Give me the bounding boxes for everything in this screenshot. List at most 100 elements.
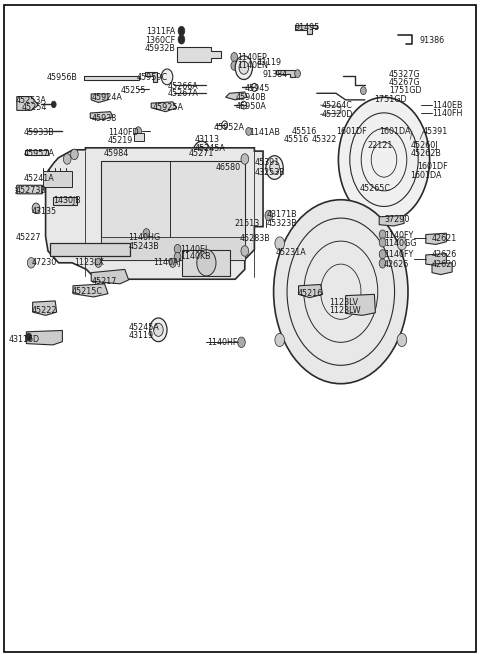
Text: 45255: 45255 — [121, 86, 146, 95]
Text: 45219: 45219 — [108, 136, 133, 145]
Circle shape — [213, 148, 234, 177]
Text: 1601DA: 1601DA — [379, 127, 411, 136]
Polygon shape — [53, 197, 77, 205]
Text: 45254: 45254 — [22, 103, 47, 112]
Circle shape — [235, 56, 252, 79]
Circle shape — [143, 229, 150, 238]
Text: 45940B: 45940B — [235, 93, 266, 102]
Text: 43116D: 43116D — [9, 334, 40, 344]
Text: 1123LW: 1123LW — [329, 306, 360, 315]
Text: 45945: 45945 — [245, 83, 270, 93]
Text: 43135: 43135 — [31, 207, 56, 216]
Polygon shape — [101, 237, 245, 260]
Circle shape — [275, 237, 285, 250]
Circle shape — [26, 333, 32, 341]
Text: 45320D: 45320D — [322, 110, 353, 120]
Bar — [101, 161, 245, 260]
Bar — [134, 133, 144, 141]
Text: 1140FY: 1140FY — [384, 231, 413, 240]
Text: 45262B: 45262B — [410, 149, 441, 158]
Text: 42626: 42626 — [432, 250, 457, 260]
Text: 1141AB: 1141AB — [250, 128, 281, 137]
Text: 45391: 45391 — [254, 158, 280, 167]
Text: 45267G: 45267G — [389, 78, 420, 87]
Circle shape — [397, 334, 407, 347]
Text: 43113: 43113 — [194, 135, 219, 144]
Text: 45516: 45516 — [292, 127, 317, 136]
Polygon shape — [151, 102, 177, 112]
Text: 45271: 45271 — [188, 149, 214, 158]
Polygon shape — [91, 269, 129, 284]
Circle shape — [71, 149, 78, 160]
Polygon shape — [295, 25, 317, 34]
Text: 45322: 45322 — [312, 135, 337, 145]
Circle shape — [266, 156, 283, 179]
Text: 45950A: 45950A — [235, 102, 266, 111]
Text: 45516: 45516 — [283, 135, 309, 145]
Text: 37290: 37290 — [384, 215, 409, 224]
Text: 45245A: 45245A — [129, 323, 159, 332]
Text: 45265C: 45265C — [360, 184, 391, 193]
Text: 1140EB: 1140EB — [432, 101, 463, 110]
Text: 1140EN: 1140EN — [238, 61, 268, 70]
Text: 1751GD: 1751GD — [389, 86, 421, 95]
Polygon shape — [17, 97, 38, 110]
Polygon shape — [46, 148, 263, 279]
Circle shape — [197, 250, 216, 276]
Text: 46580: 46580 — [216, 163, 241, 172]
Text: 45215C: 45215C — [72, 287, 103, 296]
Circle shape — [338, 97, 430, 222]
Polygon shape — [276, 70, 295, 77]
Circle shape — [295, 70, 300, 78]
Circle shape — [360, 87, 366, 95]
Text: 1140EP: 1140EP — [238, 53, 267, 62]
Text: 45267A: 45267A — [168, 89, 199, 99]
Text: 45264C: 45264C — [322, 101, 352, 110]
Text: 43119: 43119 — [129, 330, 154, 340]
Circle shape — [270, 161, 279, 174]
Text: 45241A: 45241A — [24, 174, 55, 183]
Text: 1140HF: 1140HF — [207, 338, 238, 347]
Text: 42620: 42620 — [432, 260, 457, 269]
Text: 1601DA: 1601DA — [410, 171, 442, 180]
Text: 45227: 45227 — [15, 233, 41, 242]
Circle shape — [379, 230, 386, 239]
Polygon shape — [50, 243, 130, 256]
Text: 45391: 45391 — [422, 127, 448, 136]
Polygon shape — [346, 294, 375, 315]
Text: 43171B: 43171B — [266, 210, 297, 219]
Circle shape — [265, 210, 273, 221]
Polygon shape — [426, 233, 446, 244]
Circle shape — [161, 69, 173, 85]
Text: 1140HG: 1140HG — [129, 233, 161, 242]
Text: 45243B: 45243B — [129, 242, 159, 251]
Text: 1140FD: 1140FD — [108, 128, 139, 137]
Text: 45245A: 45245A — [194, 144, 225, 153]
Circle shape — [174, 252, 181, 261]
Text: 45938: 45938 — [91, 114, 117, 123]
Circle shape — [379, 259, 386, 268]
Circle shape — [246, 127, 252, 135]
Text: 45327G: 45327G — [389, 70, 420, 79]
Polygon shape — [91, 94, 108, 102]
Text: 45273B: 45273B — [15, 186, 46, 195]
Text: 21513: 21513 — [234, 219, 260, 228]
Circle shape — [63, 154, 71, 164]
Text: 91384: 91384 — [263, 70, 288, 79]
Circle shape — [32, 203, 40, 214]
Circle shape — [231, 61, 238, 70]
Text: 1140AJ: 1140AJ — [154, 258, 181, 267]
Circle shape — [169, 258, 176, 267]
Text: 45956B: 45956B — [47, 73, 78, 82]
Polygon shape — [26, 330, 62, 345]
Text: 45924A: 45924A — [91, 93, 122, 102]
Circle shape — [239, 61, 249, 74]
Circle shape — [95, 258, 102, 267]
Circle shape — [241, 154, 249, 164]
Text: 1123LX: 1123LX — [74, 258, 105, 267]
Text: 45260J: 45260J — [410, 141, 438, 150]
Polygon shape — [432, 263, 452, 275]
Polygon shape — [226, 92, 247, 100]
Text: 45952A: 45952A — [214, 123, 245, 132]
Circle shape — [275, 333, 285, 346]
